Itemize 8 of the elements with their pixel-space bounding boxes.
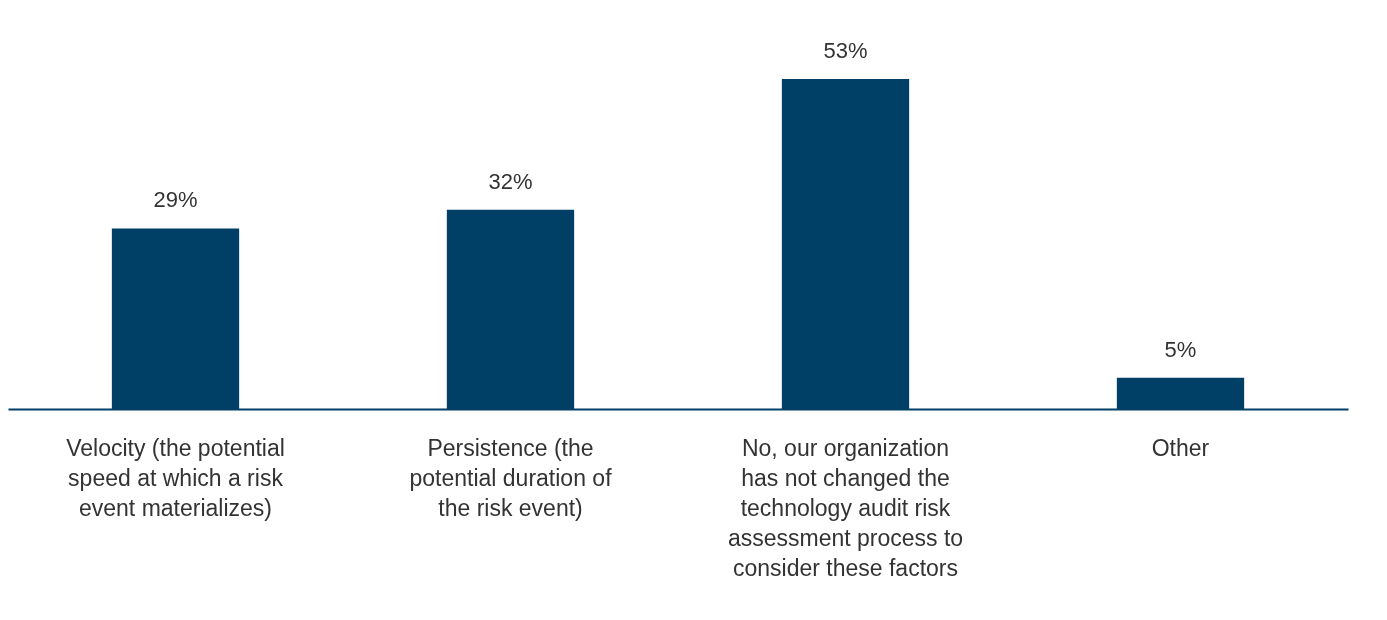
x-tick-label: No, our organization has not changed the technology audit risk assessment process to consider these factors (727, 434, 964, 581)
x-tick-label: Other (1151, 434, 1210, 461)
data-label: 29% (153, 187, 198, 213)
x-tick-label: Persistence (the potential duration of the risk event) (409, 434, 613, 521)
data-label: 5% (1164, 336, 1197, 362)
data-label: 53% (823, 38, 868, 63)
data-label: 32% (488, 168, 533, 194)
x-tick-label: Velocity (the potential speed at which a risk event materializes) (66, 434, 285, 521)
